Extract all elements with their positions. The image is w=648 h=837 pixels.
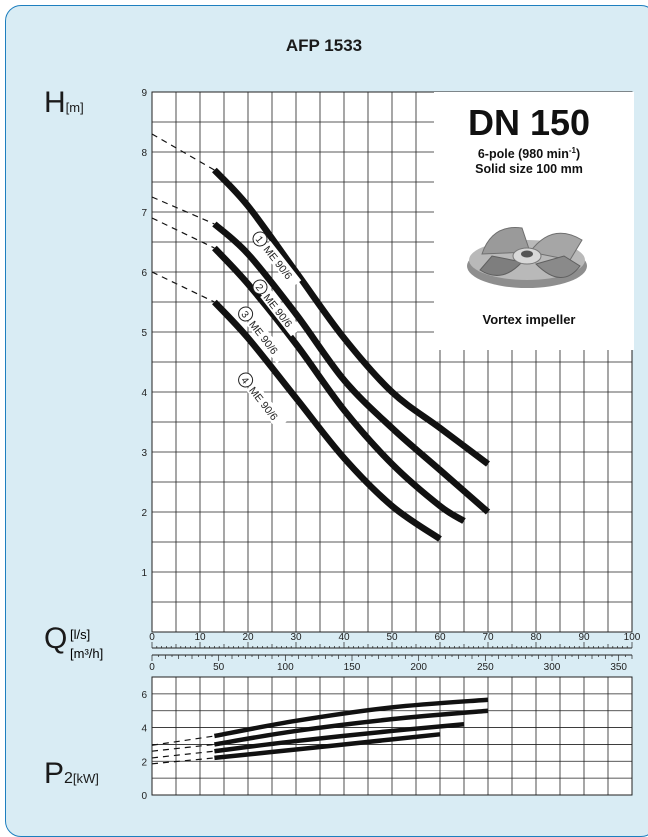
h-axis-label: H[m] — [44, 86, 84, 120]
q-axis-label-ls: 100 — [624, 632, 641, 643]
p-axis-subscript: 2 — [64, 770, 73, 787]
q-axis-unit-m3h: [m³/h] — [70, 646, 104, 661]
curve-marker-number: 4 — [238, 375, 250, 387]
curve-label-bg — [260, 288, 302, 337]
q-axis-label-ls: 90 — [578, 632, 590, 643]
power-grid — [151, 676, 633, 796]
power-curve-2 — [214, 708, 489, 747]
head-curves — [151, 133, 491, 542]
q-axis-label-m3h: 250 — [477, 662, 494, 673]
power-y-tick-label: 0 — [141, 791, 147, 802]
q-axis-letter: Q — [44, 622, 68, 655]
q-axis-label-ls: 60 — [434, 632, 446, 643]
head-extrapolation-2 — [151, 196, 215, 225]
h-axis-letter: H — [44, 86, 66, 119]
q-axis-label-m3h: 200 — [410, 662, 427, 673]
head-y-tick-label: 9 — [141, 88, 147, 99]
head-y-tick-label: 8 — [141, 148, 147, 159]
curve-label-bg — [260, 240, 302, 289]
head-curve-3 — [212, 245, 466, 524]
head-y-tick-label: 6 — [141, 268, 147, 279]
head-y-tick-label: 7 — [141, 208, 147, 219]
curve-marker-number: 2 — [253, 282, 265, 294]
q-axis-label-ls: 80 — [530, 632, 542, 643]
head-extrapolation-1 — [151, 133, 215, 171]
power-curves — [151, 697, 489, 765]
curve-marker-number: 3 — [238, 309, 250, 321]
curve-marker-circle — [238, 372, 254, 388]
power-curve-4 — [214, 732, 441, 761]
power-y-tick-label: 4 — [141, 724, 147, 735]
curve-label-bg — [245, 315, 287, 364]
head-y-ticks: 1 2 3 4 5 6 7 8 9 — [141, 88, 147, 579]
dn-size: DN 150 — [467, 102, 591, 143]
q-axis-label-m3h: 50 — [213, 662, 225, 673]
solid-size: Solid size 100 mm — [475, 162, 583, 176]
curve-label-bg — [245, 381, 287, 430]
pole-end: ) — [575, 147, 581, 162]
head-y-tick-label: 5 — [141, 328, 147, 339]
pole-sup: -1 — [568, 146, 576, 155]
q-axis-label-m3h: 150 — [344, 662, 361, 673]
q-axis-label-ls: 0 — [149, 632, 155, 643]
head-y-tick-label: 3 — [141, 448, 147, 459]
pole-speed: 6-pole (980 min-1) — [434, 146, 624, 161]
curve-marker-circle — [252, 231, 268, 247]
q-axis: 0 10 20 30 40 50 60 70 80 90 100 0 50 100 150 200 250 300… — [149, 632, 641, 673]
p-axis-label: P2[kW] — [44, 757, 99, 791]
vortex-impeller-image — [467, 227, 587, 288]
power-y-tick-label: 2 — [141, 757, 147, 768]
head-y-tick-label: 1 — [141, 568, 147, 579]
q-axis-label-m3h: 0 — [149, 662, 155, 673]
head-extrapolation-3 — [151, 217, 215, 249]
head-extrapolation-4 — [151, 271, 215, 303]
head-y-tick-label: 2 — [141, 508, 147, 519]
head-curve-1 — [212, 167, 490, 467]
power-y-tick-label: 6 — [141, 690, 147, 701]
h-axis-unit: [m] — [65, 100, 84, 115]
q-axis-label-ls: 70 — [482, 632, 494, 643]
curve-marker-circle — [238, 306, 254, 322]
q-axis-label-m3h: 300 — [544, 662, 561, 673]
chart-title: AFP 1533 — [285, 36, 363, 55]
p-axis-letter: P — [44, 757, 65, 790]
p-axis-unit: [kW] — [72, 771, 99, 786]
pump-info-box: DN 150 6-pole (980 min-1) Solid size 100… — [434, 92, 634, 350]
head-curve-2 — [212, 221, 491, 515]
q-axis-label-ls: 50 — [386, 632, 398, 643]
curve-marker-circle — [252, 279, 268, 295]
q-axis-label-m3h: 100 — [277, 662, 294, 673]
pole-text: 6-pole (980 min — [477, 147, 569, 162]
q-axis-label-ls: 10 — [194, 632, 206, 643]
q-axis-label-ls: 20 — [242, 632, 254, 643]
curve-marker-number: 1 — [253, 234, 265, 246]
q-axis-unit-ls: [l/s] — [70, 627, 91, 642]
impeller-label: Vortex impeller — [482, 312, 576, 327]
curve-label-1: 1ME 90/6 — [252, 231, 302, 289]
head-y-tick-label: 4 — [141, 388, 147, 399]
head-curve-4 — [212, 299, 442, 542]
q-axis-label-m3h: 350 — [610, 662, 627, 673]
q-axis-label-ls: 40 — [338, 632, 350, 643]
power-curve-1 — [213, 697, 489, 739]
power-curve-3 — [214, 721, 465, 754]
power-y-ticks: 0 2 4 6 — [141, 690, 147, 802]
q-axis-label-ls: 30 — [290, 632, 302, 643]
